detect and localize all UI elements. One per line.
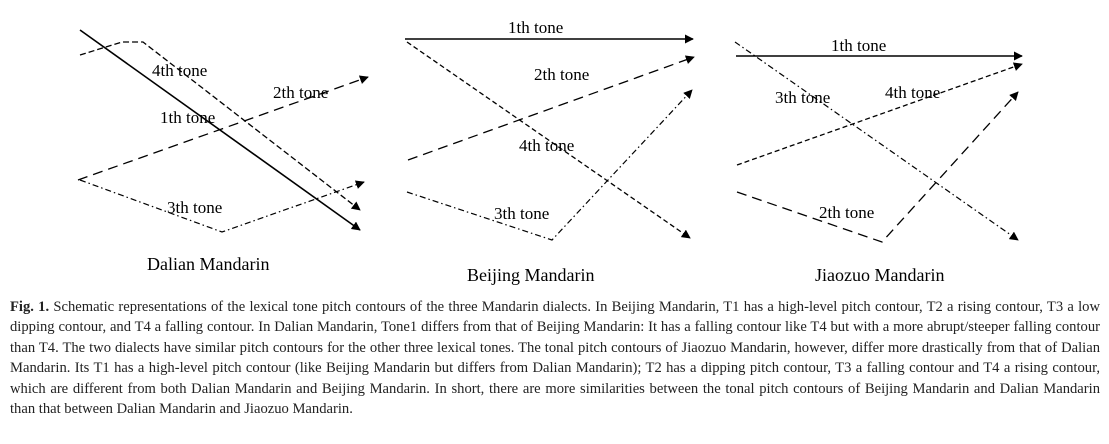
dalian-tone4-contour [79, 41, 361, 211]
figure-caption: Fig. 1. Schematic representations of the… [10, 297, 1100, 419]
panel-beijing: 1th tone 2th tone 4th tone 3th tone Beij… [405, 18, 695, 285]
beijing-tone2-label: 2th tone [534, 65, 589, 84]
beijing-tone3-label: 3th tone [494, 204, 549, 223]
jiaozuo-tone4-contour [736, 62, 1023, 166]
figure-caption-text: Schematic representations of the lexical… [10, 299, 1100, 418]
panel-dalian: 4th tone 2th tone 1th tone 3th tone Dali… [77, 29, 369, 274]
beijing-tone1-label: 1th tone [508, 18, 563, 37]
dalian-panel-title: Dalian Mandarin [147, 254, 269, 274]
dalian-tone2-label: 2th tone [273, 83, 328, 102]
jiaozuo-panel-title: Jiaozuo Mandarin [815, 265, 944, 285]
dalian-tone2-contour [77, 75, 369, 181]
jiaozuo-tone3-label: 3th tone [775, 88, 830, 107]
dalian-tone1-label: 1th tone [160, 108, 215, 127]
beijing-panel-title: Beijing Mandarin [467, 265, 594, 285]
tone-contour-figure: 4th tone 2th tone 1th tone 3th tone Dali… [77, 18, 1023, 285]
dalian-tone1-contour [79, 29, 361, 231]
dalian-tone4-label: 4th tone [152, 61, 207, 80]
panel-jiaozuo: 1th tone 3th tone 4th tone 2th tone Jiao… [734, 36, 1023, 285]
jiaozuo-tone2-contour [736, 91, 1019, 243]
jiaozuo-tone1-label: 1th tone [831, 36, 886, 55]
beijing-tone4-contour [406, 41, 691, 239]
beijing-tone2-contour [407, 55, 695, 161]
jiaozuo-tone2-label: 2th tone [819, 203, 874, 222]
dalian-tone3-label: 3th tone [167, 198, 222, 217]
dalian-tone3-contour [79, 179, 365, 233]
figure-caption-label: Fig. 1. [10, 299, 50, 315]
beijing-tone4-label: 4th tone [519, 136, 574, 155]
jiaozuo-tone4-label: 4th tone [885, 83, 940, 102]
jiaozuo-tone3-contour [734, 41, 1019, 241]
beijing-tone3-contour [406, 89, 693, 241]
